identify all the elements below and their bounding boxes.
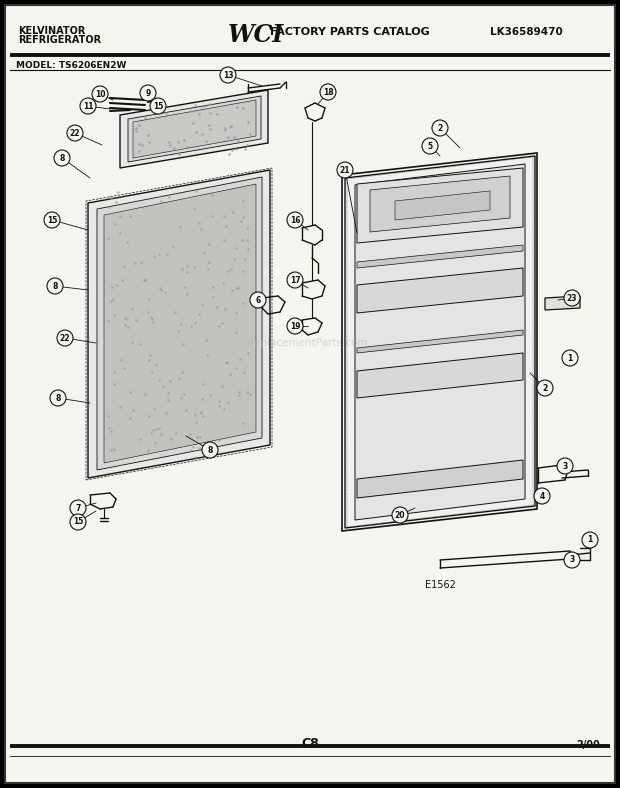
Circle shape xyxy=(287,318,303,334)
Circle shape xyxy=(202,442,218,458)
Polygon shape xyxy=(545,296,580,310)
Polygon shape xyxy=(133,100,256,158)
Circle shape xyxy=(537,380,553,396)
Text: 15: 15 xyxy=(73,518,83,526)
Circle shape xyxy=(140,85,156,101)
Circle shape xyxy=(287,212,303,228)
Circle shape xyxy=(422,138,438,154)
Text: E1562: E1562 xyxy=(425,580,456,590)
Circle shape xyxy=(44,212,60,228)
Text: 8: 8 xyxy=(55,393,61,403)
Text: 9: 9 xyxy=(145,88,151,98)
Text: 2/00: 2/00 xyxy=(576,740,600,750)
Text: 16: 16 xyxy=(290,215,300,225)
Text: 19: 19 xyxy=(290,322,300,330)
Text: 17: 17 xyxy=(290,276,300,284)
Circle shape xyxy=(564,552,580,568)
Text: C8: C8 xyxy=(301,737,319,750)
Text: 2: 2 xyxy=(437,124,443,132)
Circle shape xyxy=(50,390,66,406)
Text: 3: 3 xyxy=(562,462,568,470)
Text: 21: 21 xyxy=(340,165,350,174)
Text: 8: 8 xyxy=(207,445,213,455)
Polygon shape xyxy=(120,90,268,168)
Circle shape xyxy=(67,125,83,141)
Text: 3: 3 xyxy=(569,556,575,564)
Circle shape xyxy=(337,162,353,178)
Polygon shape xyxy=(357,460,523,498)
Text: 15: 15 xyxy=(47,215,57,225)
Text: 6: 6 xyxy=(255,296,260,304)
Text: 18: 18 xyxy=(322,87,334,96)
Text: 10: 10 xyxy=(95,90,105,98)
Circle shape xyxy=(80,98,96,114)
Text: 4: 4 xyxy=(539,492,544,500)
Polygon shape xyxy=(104,184,256,463)
Polygon shape xyxy=(357,168,523,243)
Text: MODEL: TS6206EN2W: MODEL: TS6206EN2W xyxy=(16,61,126,70)
Text: eReplacementParts.com: eReplacementParts.com xyxy=(242,338,368,348)
Text: 22: 22 xyxy=(60,333,70,343)
Text: 1: 1 xyxy=(587,536,593,545)
Circle shape xyxy=(564,290,580,306)
Circle shape xyxy=(220,67,236,83)
Circle shape xyxy=(287,272,303,288)
Polygon shape xyxy=(345,156,535,528)
Polygon shape xyxy=(355,164,525,520)
Polygon shape xyxy=(357,268,523,313)
Text: 13: 13 xyxy=(223,70,233,80)
Polygon shape xyxy=(97,177,262,470)
Polygon shape xyxy=(357,245,523,268)
Text: REFRIGERATOR: REFRIGERATOR xyxy=(18,35,101,45)
Text: 2: 2 xyxy=(542,384,547,392)
Text: 20: 20 xyxy=(395,511,405,519)
Circle shape xyxy=(57,330,73,346)
Text: 11: 11 xyxy=(82,102,93,110)
Circle shape xyxy=(70,500,86,516)
Circle shape xyxy=(582,532,598,548)
Circle shape xyxy=(392,507,408,523)
Circle shape xyxy=(47,278,63,294)
Circle shape xyxy=(150,98,166,114)
Text: 8: 8 xyxy=(52,281,58,291)
Polygon shape xyxy=(357,330,523,353)
Circle shape xyxy=(70,514,86,530)
Circle shape xyxy=(562,350,578,366)
Text: 15: 15 xyxy=(153,102,163,110)
Circle shape xyxy=(250,292,266,308)
Polygon shape xyxy=(395,191,490,220)
Polygon shape xyxy=(370,176,510,232)
Circle shape xyxy=(432,120,448,136)
Text: KELVINATOR: KELVINATOR xyxy=(18,26,86,36)
Text: 5: 5 xyxy=(427,142,433,151)
Text: 1: 1 xyxy=(567,354,573,362)
Text: WCI: WCI xyxy=(228,23,284,47)
Text: FACTORY PARTS CATALOG: FACTORY PARTS CATALOG xyxy=(270,27,430,37)
Circle shape xyxy=(320,84,336,100)
Text: 7: 7 xyxy=(75,504,81,512)
Circle shape xyxy=(557,458,573,474)
Circle shape xyxy=(534,488,550,504)
Polygon shape xyxy=(128,96,261,162)
Polygon shape xyxy=(88,170,270,478)
Text: 23: 23 xyxy=(567,293,577,303)
Circle shape xyxy=(92,86,108,102)
Text: LK36589470: LK36589470 xyxy=(490,27,563,37)
Text: 22: 22 xyxy=(69,128,80,137)
Text: 8: 8 xyxy=(60,154,64,162)
Circle shape xyxy=(54,150,70,166)
Polygon shape xyxy=(357,353,523,398)
